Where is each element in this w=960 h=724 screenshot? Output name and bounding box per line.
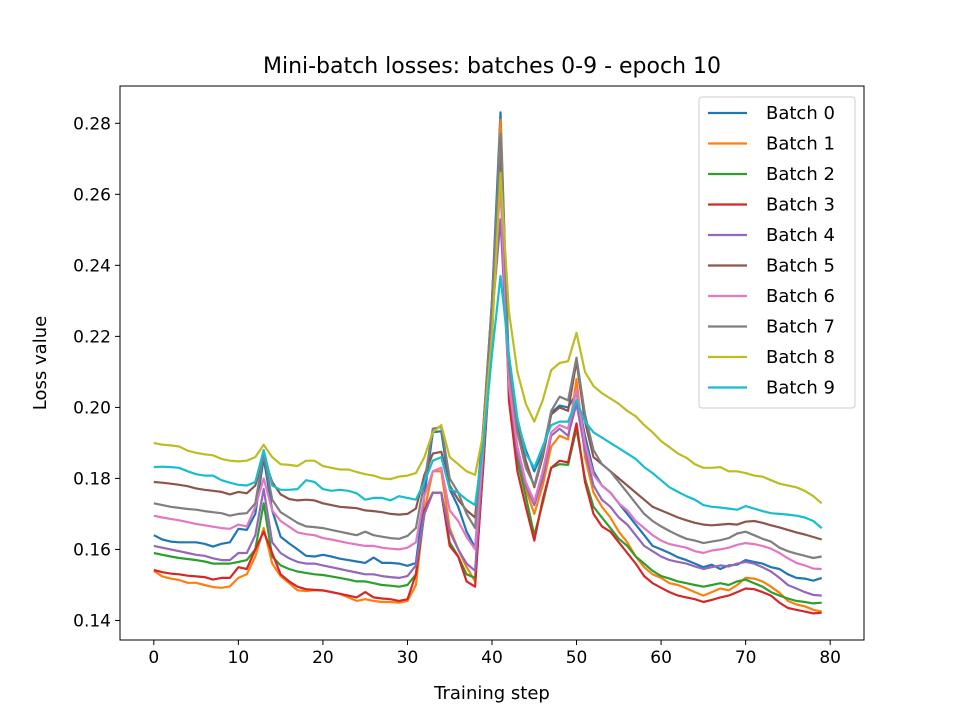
y-axis-label: Loss value — [30, 316, 51, 410]
series-layer — [153, 111, 823, 615]
legend-label: Batch 8 — [766, 347, 835, 368]
series-line-batch-7 — [153, 132, 822, 560]
y-tick-label: 0.28 — [73, 114, 111, 134]
legend-label: Batch 7 — [766, 317, 835, 338]
y-tick-label: 0.24 — [73, 256, 111, 276]
chart-title: Mini-batch losses: batches 0-9 - epoch 1… — [263, 54, 721, 79]
series-line-batch-8 — [153, 171, 823, 505]
y-tick-label: 0.16 — [73, 540, 111, 560]
legend-label: Batch 2 — [766, 164, 835, 185]
y-axis-ticks: 0.14 0.16 0.18 0.20 0.22 0.24 0.26 0.28 — [73, 114, 120, 631]
legend-label: Batch 9 — [766, 378, 835, 399]
plot-frame — [119, 85, 865, 641]
y-tick-label: 0.22 — [73, 327, 111, 347]
x-tick-label: 30 — [397, 648, 419, 668]
x-axis-ticks: 0 10 20 30 40 50 60 70 80 — [148, 640, 841, 668]
y-tick-label: 0.14 — [73, 611, 111, 631]
x-tick-label: 70 — [735, 648, 757, 668]
legend-label: Batch 3 — [766, 195, 835, 216]
legend-label: Batch 0 — [766, 103, 835, 124]
x-tick-label: 20 — [312, 648, 334, 668]
x-tick-label: 0 — [148, 648, 159, 668]
x-tick-label: 80 — [819, 648, 841, 668]
x-tick-label: 10 — [228, 648, 250, 668]
legend-label: Batch 5 — [766, 256, 835, 277]
y-tick-label: 0.18 — [73, 469, 111, 489]
x-tick-label: 50 — [566, 648, 588, 668]
x-tick-label: 40 — [481, 648, 503, 668]
y-tick-label: 0.20 — [73, 398, 111, 418]
x-axis-label: Training step — [433, 683, 550, 704]
y-tick-label: 0.26 — [73, 185, 111, 205]
legend: Batch 0 Batch 1 Batch 2 Batch 3 Batch 4 Batch… — [698, 96, 856, 409]
series-line-batch-9 — [153, 274, 823, 529]
legend-label: Batch 6 — [766, 286, 835, 307]
legend-label: Batch 1 — [766, 134, 835, 155]
legend-label: Batch 4 — [766, 225, 835, 246]
x-tick-label: 60 — [650, 648, 672, 668]
